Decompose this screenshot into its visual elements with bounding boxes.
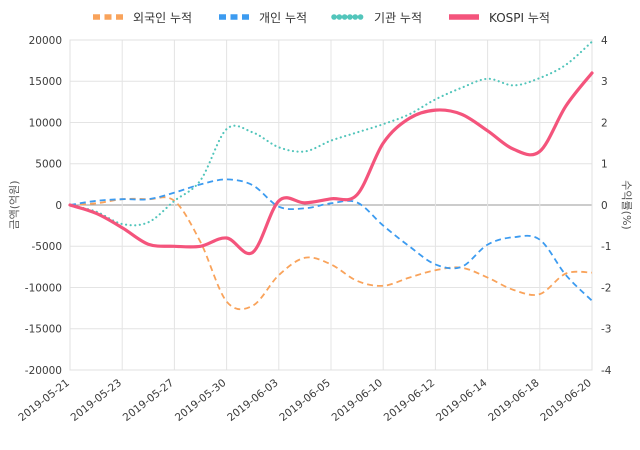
- x-tick-label: 2019-06-12: [382, 377, 437, 424]
- line-chart: -20000-15000-10000-500005000100001500020…: [16, 35, 612, 424]
- x-tick-label: 2019-05-23: [69, 377, 124, 424]
- y-left-tick-label: 0: [55, 200, 62, 212]
- x-tick-label: 2019-05-30: [173, 377, 228, 424]
- legend-label-kospi: KOSPI 누적: [489, 10, 550, 25]
- x-tick-label: 2019-05-21: [16, 377, 71, 424]
- legend-swatch-institution: [331, 14, 367, 20]
- legend-swatch-kospi: [449, 14, 480, 20]
- y-left-tick-label: 5000: [35, 159, 62, 171]
- x-tick-label: 2019-06-10: [330, 377, 385, 424]
- y-axis-label-left: 금액(억원): [8, 180, 21, 230]
- y-axis-label-right: 수익률(%): [620, 180, 633, 230]
- legend-item-institution: 기관 누적: [331, 9, 422, 26]
- series-line-foreigner: [69, 196, 593, 311]
- legend-item-foreigner: 외국인 누적: [90, 9, 192, 26]
- y-right-tick-label: 2: [601, 117, 608, 129]
- x-tick-label: 2019-06-20: [538, 377, 593, 424]
- x-tick-label: 2019-06-05: [277, 377, 332, 424]
- y-right-tick-label: -2: [601, 282, 611, 294]
- y-left-tick-label: -10000: [25, 282, 62, 294]
- y-left-tick-label: 15000: [29, 76, 62, 88]
- x-tick-label: 2019-06-14: [434, 377, 490, 424]
- y-right-tick-label: 1: [601, 159, 608, 171]
- legend-label-foreigner: 외국인 누적: [133, 10, 193, 25]
- legend-label-individual: 개인 누적: [259, 10, 308, 25]
- y-left-tick-label: 20000: [29, 35, 62, 47]
- legend-swatch-foreigner: [93, 14, 124, 20]
- y-left-tick-label: 10000: [29, 117, 62, 129]
- series-line-institution: [68, 40, 594, 227]
- y-right-tick-label: 4: [601, 35, 608, 47]
- y-right-tick-label: 0: [601, 200, 608, 212]
- x-tick-label: 2019-05-27: [121, 377, 176, 424]
- legend-label-institution: 기관 누적: [374, 10, 423, 25]
- series-line-individual: [69, 178, 593, 302]
- x-tick-label: 2019-06-18: [486, 377, 541, 424]
- y-left-tick-label: -20000: [25, 365, 62, 377]
- legend-swatch-individual: [219, 14, 250, 20]
- y-right-tick-label: -4: [601, 365, 612, 377]
- legend-item-kospi: KOSPI 누적: [446, 9, 550, 26]
- chart-legend: 외국인 누적 개인 누적 기관 누적 KOSPI 누적: [0, 6, 640, 28]
- y-right-tick-label: 3: [601, 76, 608, 88]
- x-tick-label: 2019-06-03: [225, 377, 280, 424]
- y-right-tick-label: -1: [601, 241, 611, 253]
- y-left-tick-label: -15000: [25, 324, 62, 336]
- y-left-tick-label: -5000: [31, 241, 62, 253]
- legend-item-individual: 개인 누적: [216, 9, 307, 26]
- series-line-kospi: [68, 71, 594, 256]
- y-right-tick-label: -3: [601, 324, 611, 336]
